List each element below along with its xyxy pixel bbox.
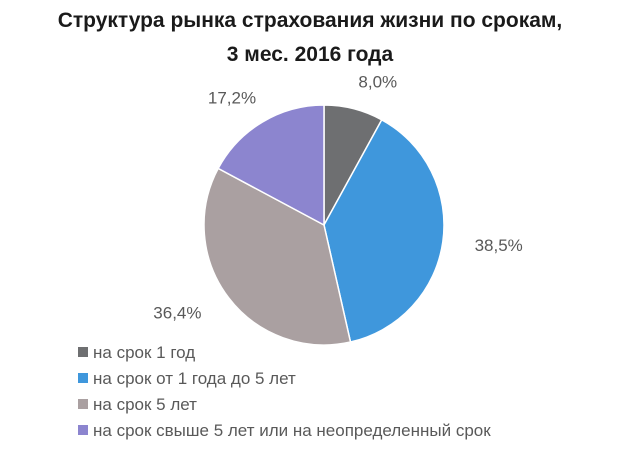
legend-label-1: на срок 1 год <box>93 343 195 362</box>
data-label-3: 36,4% <box>153 303 201 322</box>
legend-label-4: на срок свыше 5 лет или на неопределенны… <box>93 421 491 440</box>
data-label-1: 8,0% <box>358 73 397 92</box>
chart-title-line-2: 3 мес. 2016 года <box>227 43 394 66</box>
pie-slice-3 <box>203 167 352 346</box>
legend-item-1: на срок 1 год <box>78 343 195 362</box>
legend-item-4: на срок свыше 5 лет или на неопределенны… <box>78 421 491 440</box>
data-label-2: 38,5% <box>475 236 523 255</box>
pie-slice-4 <box>217 104 325 227</box>
legend-label-2: на срок от 1 года до 5 лет <box>93 369 296 388</box>
legend-item-2: на срок от 1 года до 5 лет <box>78 369 296 388</box>
chart-title-line-1: Структура рынка страхования жизни по сро… <box>58 9 563 32</box>
chart-title: Структура рынка страхования жизни по сро… <box>58 9 563 66</box>
legend-item-3: на срок 5 лет <box>78 395 197 414</box>
pie-slice-2 <box>323 118 445 343</box>
legend: на срок 1 год на срок от 1 года до 5 лет н… <box>78 343 491 440</box>
data-label-4: 17,2% <box>208 89 256 108</box>
data-labels: 8,0% 38,5% 36,4% 17,2% <box>153 73 523 323</box>
legend-label-3: на срок 5 лет <box>93 395 197 414</box>
pie-slices <box>203 104 445 346</box>
legend-swatch-1 <box>78 347 88 357</box>
legend-swatch-3 <box>78 399 88 409</box>
legend-swatch-4 <box>78 425 88 435</box>
legend-swatch-2 <box>78 373 88 383</box>
